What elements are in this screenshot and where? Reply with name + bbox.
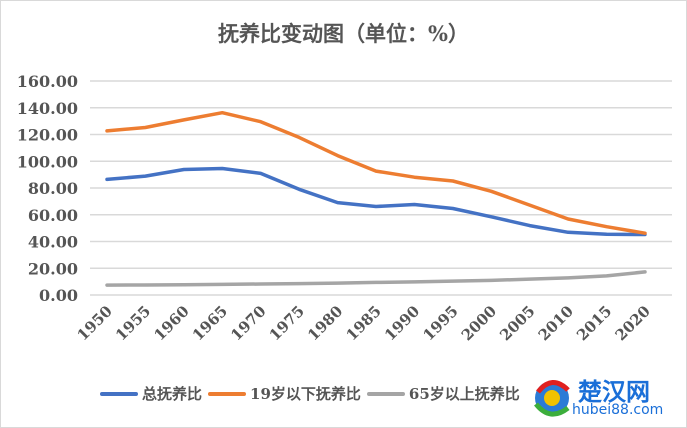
legend-swatch (100, 391, 138, 396)
legend-label: 19岁以下抚养比 (250, 385, 361, 403)
legend-item: 19岁以下抚养比 (208, 383, 361, 404)
x-tick-label: 1950 (74, 302, 116, 344)
x-tick-label: 1970 (227, 302, 269, 344)
legend-label: 总抚养比 (142, 385, 203, 403)
x-tick-label: 1990 (381, 302, 423, 344)
x-tick-label: 1975 (266, 302, 308, 344)
x-tick-label: 1980 (304, 302, 346, 344)
legend-label: 65岁以上抚养比 (408, 385, 520, 403)
y-tick-label: 0.00 (39, 286, 78, 305)
y-tick-label: 20.00 (28, 259, 78, 278)
legend-item: 65岁以上抚养比 (366, 383, 520, 404)
legend-swatch (208, 391, 247, 396)
x-tick-label: 2010 (535, 302, 577, 344)
series-line-1 (105, 166, 647, 237)
series-line-3 (105, 270, 647, 287)
x-tick-label: 1960 (150, 302, 192, 344)
y-tick-label: 100.00 (17, 152, 78, 171)
y-tick-label: 60.00 (28, 206, 78, 225)
watermark-url: hubei88.com (572, 402, 664, 418)
x-tick-label: 2005 (496, 302, 538, 344)
y-tick-label: 160.00 (17, 72, 78, 91)
legend-swatch (366, 391, 405, 396)
x-tick-label: 1985 (343, 302, 385, 344)
series-line-2 (105, 110, 647, 235)
x-tick-label: 1955 (112, 302, 154, 344)
x-tick-label: 2015 (573, 302, 615, 344)
y-tick-label: 80.00 (28, 179, 78, 198)
watermark-name: 楚汉网 (578, 378, 650, 406)
watermark-logo: 楚汉网 hubei88.com (530, 372, 663, 428)
chart-title: 抚养比变动图（单位：%） (218, 21, 469, 46)
x-tick-label: 2000 (458, 302, 500, 344)
y-tick-label: 40.00 (28, 233, 78, 252)
globe-logo-icon (534, 380, 570, 417)
legend: 总抚养比 19岁以下抚养比 65岁以上抚养比 (100, 383, 526, 404)
x-tick-label: 1995 (419, 302, 461, 344)
y-tick-label: 140.00 (17, 99, 78, 118)
legend-item: 总抚养比 (100, 383, 202, 404)
x-tick-label: 1965 (189, 302, 231, 344)
y-tick-label: 120.00 (17, 126, 78, 145)
x-tick-label: 2020 (612, 302, 654, 344)
